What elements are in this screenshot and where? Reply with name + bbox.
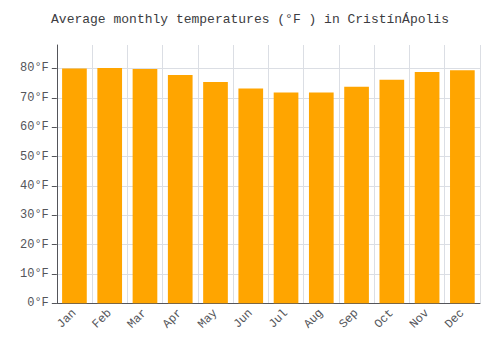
svg-text:Nov: Nov — [407, 306, 432, 331]
svg-text:Dec: Dec — [442, 306, 467, 331]
svg-text:30°F: 30°F — [20, 208, 49, 222]
svg-text:60°F: 60°F — [20, 120, 49, 134]
svg-text:Feb: Feb — [89, 306, 114, 331]
svg-text:Aug: Aug — [301, 306, 326, 331]
svg-text:70°F: 70°F — [20, 91, 49, 105]
svg-text:Average monthly temperatures (: Average monthly temperatures (°F ) in Cr… — [51, 12, 449, 27]
svg-text:Jan: Jan — [54, 306, 79, 331]
svg-text:20°F: 20°F — [20, 238, 49, 252]
svg-text:Jul: Jul — [266, 306, 291, 331]
svg-text:Jun: Jun — [231, 306, 256, 331]
svg-text:May: May — [195, 306, 220, 331]
svg-text:Sep: Sep — [336, 306, 361, 331]
svg-text:Apr: Apr — [160, 306, 185, 331]
svg-text:0°F: 0°F — [27, 296, 49, 310]
svg-text:40°F: 40°F — [20, 179, 49, 193]
svg-text:50°F: 50°F — [20, 150, 49, 164]
svg-text:10°F: 10°F — [20, 267, 49, 281]
svg-text:80°F: 80°F — [20, 61, 49, 75]
svg-text:Oct: Oct — [372, 306, 397, 331]
svg-text:Mar: Mar — [125, 306, 150, 331]
